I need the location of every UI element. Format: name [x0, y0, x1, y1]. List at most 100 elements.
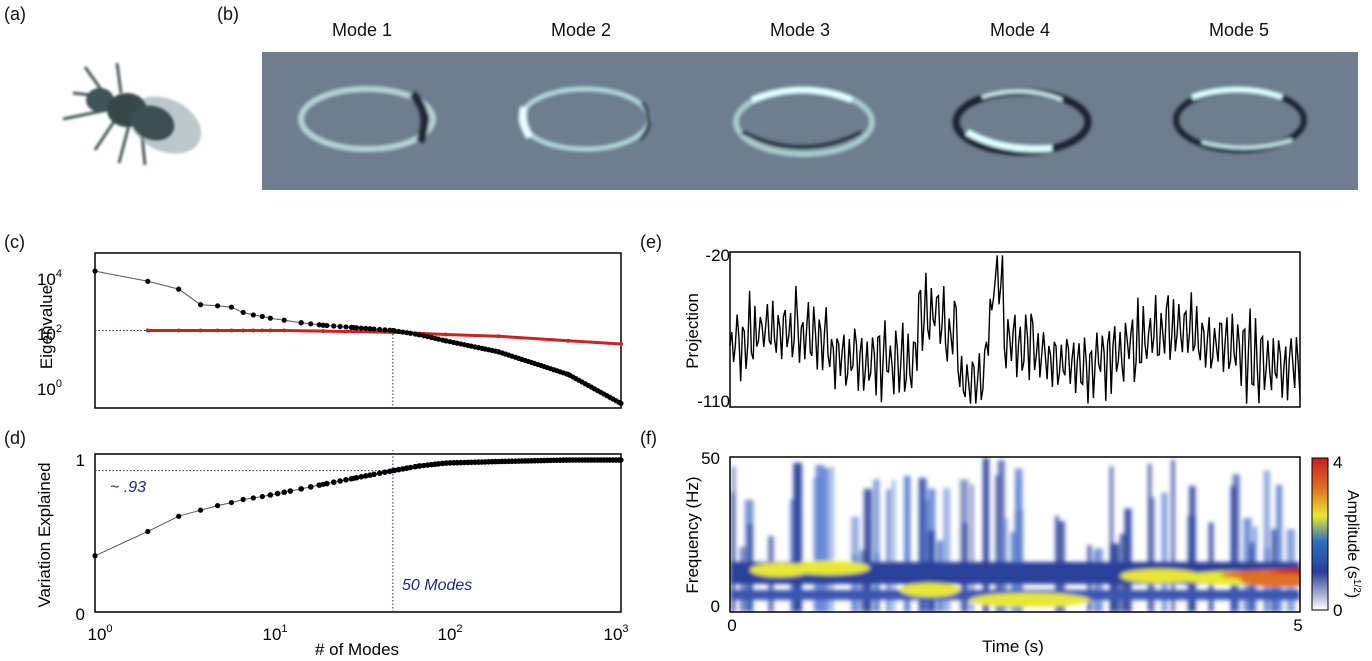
chart-c-dense-point — [616, 399, 622, 405]
chart-f-streak — [997, 460, 1005, 612]
chart-d-dense-point — [330, 479, 337, 486]
chart-c-dense-point — [308, 321, 314, 327]
svg-text:100: 100 — [37, 378, 62, 399]
chart-d-annotation-y: ~ .93 — [110, 479, 146, 496]
chart-f-streak — [1161, 492, 1168, 612]
chart-f-streak — [1109, 466, 1114, 612]
svg-text:102: 102 — [437, 623, 462, 644]
chart-f-blob — [970, 593, 1090, 607]
chart-d-dense-point — [337, 478, 343, 484]
chart-d-dense-point — [348, 475, 355, 482]
chart-c-point-noise-10 — [321, 329, 326, 334]
chart-c-ytick-2: 100 — [37, 378, 62, 399]
chart-d-dense-point — [435, 461, 442, 467]
chart-e-ylabel: Projection — [683, 293, 702, 369]
chart-f-streak — [922, 500, 929, 612]
chart-c-ytick-0: 104 — [37, 268, 62, 289]
chart-d-dense-point — [316, 482, 323, 488]
chart-e-projection: Projection -20 -110 — [683, 246, 1301, 411]
mode-image-4 — [952, 88, 1092, 156]
chart-c-point-eigenvalues-5 — [228, 304, 235, 310]
chart-e-ytick-bottom: -110 — [697, 392, 730, 411]
mode-image-1 — [298, 86, 436, 152]
chart-d-dense-point — [307, 484, 314, 490]
chart-c-dense-point — [400, 329, 406, 335]
chart-f-ylabel: Frequency (Hz) — [683, 476, 702, 593]
chart-d-point-0 — [92, 553, 98, 559]
chart-c-dense-point — [387, 327, 393, 333]
chart-c-point-eigenvalues-6 — [240, 309, 246, 316]
chart-d-dense-point — [391, 467, 398, 474]
chart-d-variation: Variation Explained 1 0 100 101 102 103 … — [35, 450, 629, 659]
chart-c-ylabel: Eigenvalue — [37, 285, 56, 369]
chart-d-point-6 — [240, 496, 246, 503]
panel-label-e: (e) — [640, 232, 662, 252]
chart-d-dense-point — [362, 473, 369, 479]
chart-d-xtick-2: 102 — [437, 623, 462, 644]
chart-d-dense-point — [353, 474, 360, 481]
chart-d-dense-point — [298, 486, 305, 492]
chart-c-point-noise-15 — [619, 342, 623, 347]
chart-c-dense-point — [358, 325, 364, 331]
chart-c-point-noise-6 — [251, 328, 256, 333]
chart-f-blob — [1120, 569, 1200, 583]
chart-c-dense-point — [298, 320, 304, 326]
chart-d-annotation-x: 50 Modes — [402, 577, 472, 594]
chart-d-ylabel: Variation Explained — [35, 462, 54, 607]
chart-c-point-eigenvalues-9 — [267, 315, 273, 321]
chart-d-point-4 — [214, 503, 221, 509]
modes-strip — [262, 52, 1358, 190]
chart-c-point-eigenvalues-10 — [281, 317, 287, 323]
chart-e-ytick-top: -20 — [705, 246, 730, 265]
chart-c-point-noise-7 — [260, 328, 265, 333]
chart-f-streak — [904, 476, 911, 612]
chart-c-point-noise-8 — [268, 328, 273, 333]
chart-c-point-noise-13 — [496, 334, 501, 339]
chart-f-ytick-top: 50 — [701, 450, 720, 468]
svg-text:103: 103 — [603, 623, 628, 644]
chart-c-point-eigenvalues-12 — [320, 322, 326, 328]
mode-title-5: Mode 5 — [1208, 20, 1270, 40]
chart-d-point-5 — [228, 499, 235, 506]
chart-d-dense-point — [343, 477, 349, 483]
chart-c-point-noise-9 — [282, 328, 287, 333]
svg-text:104: 104 — [37, 268, 62, 289]
chart-d-line — [94, 459, 621, 557]
chart-f-streak — [731, 492, 735, 612]
mode-image-2 — [518, 86, 652, 152]
chart-c-ytick-1: 102 — [37, 323, 62, 344]
chart-c-series-noise — [147, 329, 622, 346]
panel-label-c: (c) — [4, 232, 25, 252]
chart-f-cbar-top: 4 — [1333, 453, 1342, 472]
mode-title-1: Mode 1 — [331, 20, 393, 40]
chart-d-frame — [94, 453, 622, 613]
chart-c-eigenvalues: Eigenvalue 104 102 100 — [37, 252, 624, 409]
chart-c-dense-point — [324, 322, 330, 329]
chart-d-dense-point — [376, 470, 383, 477]
chart-f-streak — [873, 479, 880, 612]
chart-f-streak — [982, 458, 990, 612]
chart-d-ytick-1: 1 — [76, 451, 85, 470]
chart-d-point-3 — [197, 507, 204, 513]
svg-text:102: 102 — [37, 323, 62, 344]
chart-f-spectrogram: Frequency (Hz) 50 0 0 5 Time (s) 4 0 Amp… — [683, 450, 1362, 656]
chart-c-point-noise-4 — [229, 328, 234, 333]
chart-c-point-noise-2 — [198, 328, 203, 333]
chart-d-dense-point — [382, 469, 388, 476]
chart-c-dense-point — [439, 337, 446, 343]
chart-d-dense-point — [281, 489, 288, 496]
chart-c-point-eigenvalues-0 — [92, 268, 98, 274]
chart-c-dense-point — [343, 324, 349, 330]
chart-c-series-eigenvalues — [94, 270, 622, 404]
chart-c-dense-point — [367, 326, 373, 332]
chart-d-xlabel: # of Modes — [315, 640, 399, 659]
chart-f-colorbar-label: Amplitude (s1/2) — [1344, 490, 1362, 598]
chart-c-point-noise-14 — [566, 338, 571, 343]
chart-d-xtick-3: 103 — [603, 623, 628, 644]
svg-text:100: 100 — [87, 623, 112, 644]
chart-c-dense-point — [371, 326, 377, 332]
mode-title-3: Mode 3 — [769, 20, 831, 40]
chart-d-ytick-0: 0 — [76, 605, 85, 624]
chart-d-dense-point — [416, 463, 423, 469]
chart-d-dense-point — [412, 463, 418, 470]
